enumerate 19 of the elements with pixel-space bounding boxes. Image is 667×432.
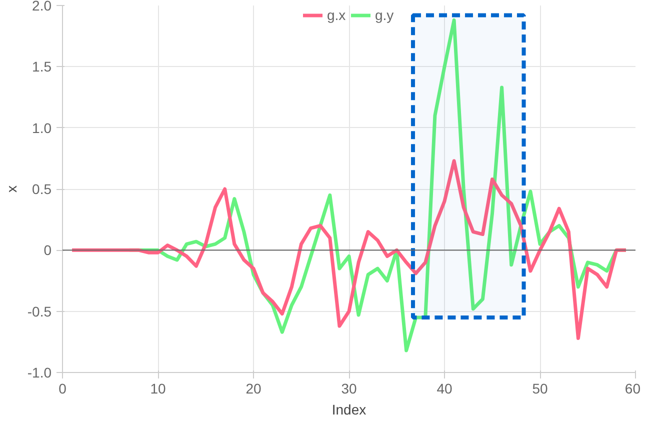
x-tick-label: 30 bbox=[341, 380, 357, 396]
line-series bbox=[70, 159, 628, 340]
y-tick-label: 0.5 bbox=[32, 181, 52, 197]
x-tick-label: 40 bbox=[436, 380, 452, 396]
x-tick-label: 60 bbox=[624, 380, 641, 396]
y-axis-title: x bbox=[3, 186, 20, 192]
x-tick-label: 20 bbox=[246, 380, 262, 396]
legend-label: g.y bbox=[375, 7, 395, 23]
y-tick-label: -0.5 bbox=[27, 303, 52, 320]
y-tick-label: 1.0 bbox=[32, 120, 52, 136]
legend-label: g.x bbox=[327, 7, 347, 23]
x-tick-label: 0 bbox=[58, 380, 67, 396]
y-tick-label: 1.5 bbox=[32, 58, 52, 75]
x-axis-title: Index bbox=[332, 402, 366, 418]
x-tick-label: 10 bbox=[150, 380, 166, 396]
y-tick-label: 0 bbox=[44, 242, 52, 258]
x-tick-label: 50 bbox=[532, 380, 548, 396]
y-tick-label: -1.0 bbox=[27, 364, 52, 380]
y-tick-label: 2.0 bbox=[32, 0, 52, 14]
